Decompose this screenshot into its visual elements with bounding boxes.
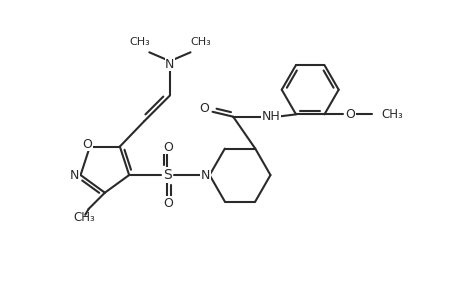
Text: S: S xyxy=(162,168,171,182)
Text: CH₃: CH₃ xyxy=(129,38,150,47)
Text: O: O xyxy=(198,102,208,115)
Text: O: O xyxy=(344,108,354,121)
Text: CH₃: CH₃ xyxy=(73,211,95,224)
Text: O: O xyxy=(163,141,173,154)
Text: N: N xyxy=(201,169,210,182)
Text: N: N xyxy=(165,58,174,70)
Text: NH: NH xyxy=(261,110,280,123)
Text: CH₃: CH₃ xyxy=(190,38,210,47)
Text: N: N xyxy=(70,169,79,182)
Text: O: O xyxy=(82,138,92,151)
Text: O: O xyxy=(163,196,173,209)
Text: CH₃: CH₃ xyxy=(381,108,403,121)
